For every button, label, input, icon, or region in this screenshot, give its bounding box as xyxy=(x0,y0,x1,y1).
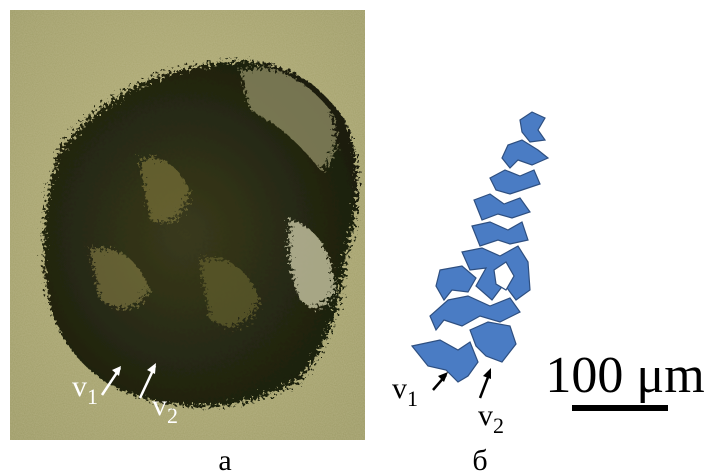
annotation: v1 xyxy=(392,372,418,411)
scale-label: 100 μm xyxy=(545,347,704,404)
schematic xyxy=(412,112,548,382)
arrow-head xyxy=(483,368,491,379)
annotation: v2 xyxy=(478,399,504,438)
scale-bar xyxy=(572,405,668,411)
figure: v1 v2 а v1 v2 100 μm б xyxy=(0,0,722,475)
panel-label: б xyxy=(472,444,487,475)
photo xyxy=(10,10,365,440)
arrow-head xyxy=(438,372,448,382)
panel-label: а xyxy=(218,444,231,475)
